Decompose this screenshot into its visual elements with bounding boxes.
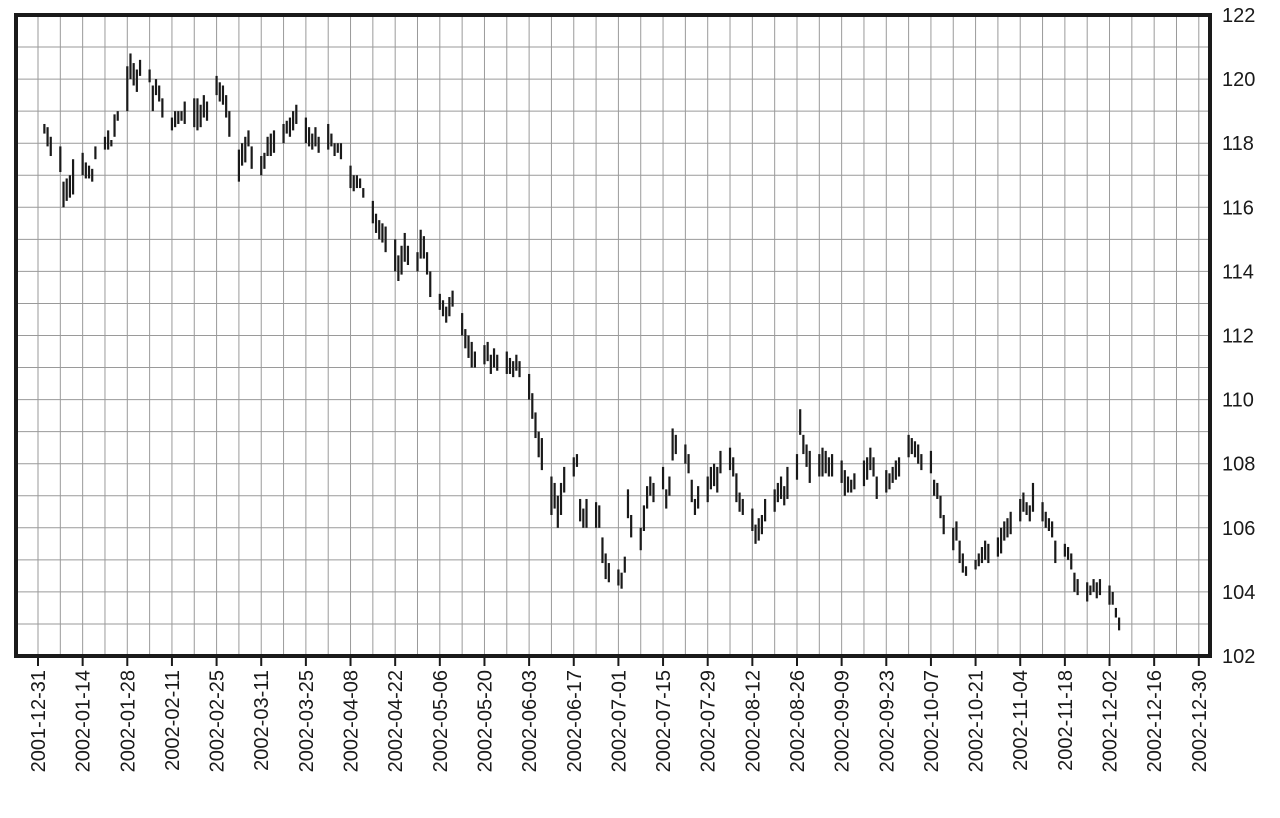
x-tick-label: 2002-06-17 — [564, 670, 586, 772]
y-tick-label: 104 — [1222, 582, 1255, 604]
grid-lines — [16, 14, 1210, 657]
x-tick-label: 2002-12-16 — [1144, 670, 1166, 772]
y-tick-label: 116 — [1222, 197, 1254, 219]
x-tick-label: 2002-01-28 — [117, 670, 139, 772]
x-tick-label: 2002-07-01 — [608, 670, 630, 772]
x-tick-label: 2002-12-30 — [1189, 670, 1211, 772]
x-tick-label: 2002-09-23 — [876, 670, 898, 772]
x-tick-label: 2002-09-09 — [832, 670, 854, 772]
price-bars — [43, 53, 1121, 631]
x-axis-tick-labels: 2001-12-31 2002-01-14 2002-01-28 2002-02-11… — [28, 656, 1211, 772]
x-tick-label: 2002-03-25 — [296, 670, 318, 772]
x-tick-label: 2002-04-08 — [341, 670, 363, 772]
y-tick-label: 102 — [1222, 646, 1255, 668]
y-tick-label: 118 — [1222, 133, 1254, 155]
x-tick-label: 2002-06-03 — [519, 670, 541, 772]
x-tick-label: 2002-10-07 — [921, 670, 943, 772]
x-tick-label: 2002-11-18 — [1055, 670, 1077, 771]
x-tick-label: 2002-04-22 — [385, 670, 407, 772]
y-tick-label: 110 — [1222, 390, 1254, 412]
x-tick-label: 2001-12-31 — [28, 670, 50, 772]
y-tick-label: 120 — [1222, 69, 1255, 91]
x-tick-label: 2002-12-02 — [1100, 670, 1122, 772]
y-tick-label: 108 — [1222, 454, 1255, 476]
x-tick-label: 2002-07-29 — [698, 670, 720, 772]
x-tick-label: 2002-08-26 — [787, 670, 809, 772]
x-tick-label: 2002-05-06 — [430, 670, 452, 772]
x-tick-label: 2002-03-11 — [251, 670, 273, 771]
x-tick-label: 2002-02-11 — [162, 670, 184, 771]
y-tick-label: 106 — [1222, 518, 1255, 540]
x-tick-label: 2002-01-14 — [73, 670, 95, 772]
y-axis-tick-labels: 102 104 106 108 110 112 114 116 118 120 122 — [1222, 5, 1255, 668]
x-tick-label: 2002-05-20 — [474, 670, 496, 772]
x-tick-label: 2002-11-04 — [1010, 670, 1032, 771]
y-tick-label: 112 — [1222, 326, 1254, 348]
x-tick-label: 2002-02-25 — [207, 670, 229, 772]
x-tick-label: 2002-08-12 — [742, 670, 764, 772]
y-tick-label: 122 — [1222, 5, 1255, 27]
plot-frame — [14, 13, 1212, 658]
x-tick-label: 2002-10-21 — [966, 670, 988, 772]
x-tick-label: 2002-07-15 — [653, 670, 675, 772]
y-tick-label: 114 — [1222, 261, 1254, 283]
